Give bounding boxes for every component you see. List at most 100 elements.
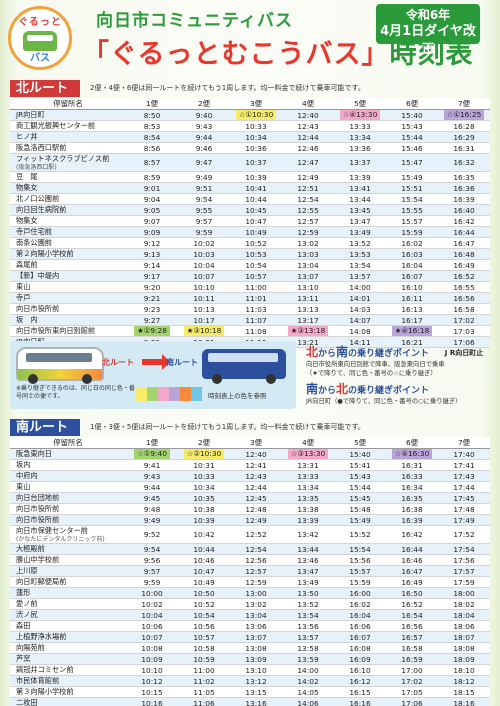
header: ぐるっと バス 向日市コミュニティバス 「ぐるっとむこうバス」時刻表 令和6年 … (0, 0, 500, 78)
departure-time: 9:44 (178, 131, 230, 143)
departure-time-text: 10:52 (193, 599, 215, 609)
departure-time-text: 16:50 (401, 588, 423, 598)
departure-time-text: 10:11 (193, 293, 215, 303)
departure-time-text: 13:38 (297, 504, 319, 514)
north-route-header: 北ルート 2便・4便・6便は同一ルートを続けてもう1周します。均一料金で続けて乗… (10, 80, 490, 97)
departure-time-text: 16:12 (349, 676, 371, 686)
departure-time-text: 13:47 (349, 216, 371, 226)
transfer-section: 北ルート 南ルート ※乗り継ぎできるのは、同じ日の同じ色・番号同士の便です。 時… (10, 339, 490, 411)
stop-name-text: 向日市役所東向日別館前 (16, 326, 96, 335)
departure-time: 10:11 (178, 292, 230, 304)
departure-time: 10:49 (230, 226, 282, 238)
departure-time: 9:14 (126, 259, 178, 271)
departure-time-text: 10:36 (245, 143, 267, 153)
departure-time: 16:15 (334, 686, 386, 698)
departure-time-text: 16:52 (401, 599, 423, 609)
departure-time: 12:57 (230, 565, 282, 577)
color-legend (136, 387, 202, 401)
departure-time-text: 14:03 (349, 304, 371, 314)
departure-time: 12:52 (230, 525, 282, 544)
departure-time: 18:02 (438, 598, 490, 610)
departure-time: 17:49 (438, 514, 490, 526)
departure-time-text: 12:49 (297, 172, 319, 182)
departure-time: 8:57 (126, 153, 178, 172)
departure-time-text: 10:56 (193, 621, 215, 631)
stop-name: 坂 内 (10, 314, 126, 326)
departure-time-text: 9:21 (143, 293, 161, 303)
departure-time: 16:32 (438, 153, 490, 172)
departure-time: 13:47 (334, 215, 386, 227)
departure-time-text: 15:54 (401, 194, 423, 204)
south-route-label: 南ルート (166, 358, 198, 367)
departure-time-text: 16:29 (453, 132, 475, 142)
departure-time: 13:59 (282, 653, 334, 665)
departure-time-text: ☆①16:25 (443, 110, 485, 120)
table-row: 蓮形 10:00 10:50 13:00 13:50 16:00 16:50 18:00 (10, 587, 490, 599)
departure-time: 9:05 (126, 204, 178, 216)
stop-name-text: 上植野浄水場前 (16, 632, 67, 641)
departure-time: 10:16 (126, 697, 178, 706)
stop-name-text: 坂 内 (16, 315, 38, 324)
departure-time-text: 15:54 (349, 544, 371, 554)
departure-time: ☆①16:25 (438, 109, 490, 121)
table-row: 第２向陽小学校前 9:13 10:03 10:53 13:03 13:53 16:03 16:… (10, 248, 490, 260)
stop-name-header: 停留所名 (10, 98, 126, 110)
departure-time-text: 9:41 (143, 460, 161, 470)
departure-time-text: 12:54 (245, 544, 267, 554)
p2-note: JR向日町（●で降りて、同じ色・番号の○に乗り継ぎ） (306, 398, 462, 405)
stop-name: 物集女 (10, 215, 126, 227)
departure-time-text: 9:01 (143, 183, 161, 193)
departure-time-text: 18:08 (453, 643, 475, 653)
transfer-note: ※乗り継ぎできるのは、同じ日の同じ色・番号同士の便です。 (16, 385, 135, 400)
departure-time-text: 12:40 (245, 449, 267, 459)
departure-time-text: 13:04 (297, 260, 319, 270)
departure-time-text: 16:16 (349, 698, 371, 706)
departure-time-text: 9:45 (143, 493, 161, 503)
departure-time-text: 10:33 (245, 121, 267, 131)
departure-time: 18:07 (438, 631, 490, 643)
departure-time-text: ☆①10:30 (235, 110, 277, 120)
departure-time-text: 18:09 (453, 654, 475, 664)
departure-time: 13:33 (282, 470, 334, 482)
departure-time-text: 10:07 (193, 271, 215, 281)
departure-time: 15:57 (334, 565, 386, 577)
departure-time-text: 13:09 (245, 654, 267, 664)
table-row: 寺戸住宅前 9:09 9:59 10:49 12:59 13:49 15:59 16:44 (10, 226, 490, 238)
departure-time: 13:00 (230, 587, 282, 599)
departure-time-text: 16:10 (349, 665, 371, 675)
departure-time-text: 13:36 (349, 143, 371, 153)
departure-time-text: 13:12 (245, 676, 267, 686)
stop-name-text: 豆 尾 (16, 172, 38, 181)
departure-time: 8:59 (126, 171, 178, 183)
departure-time-text: 13:54 (349, 260, 371, 270)
departure-time-text: 8:50 (143, 110, 161, 120)
departure-time: 10:02 (178, 237, 230, 249)
departure-time: 13:11 (282, 292, 334, 304)
south-to-north-point: 南から北の乗り継ぎポイント (306, 380, 429, 397)
departure-time-text: 10:10 (141, 665, 163, 675)
departure-time-text: 15:48 (349, 504, 371, 514)
departure-time: 15:41 (334, 459, 386, 471)
departure-time-text: 13:04 (245, 610, 267, 620)
departure-time-text: 16:59 (401, 654, 423, 664)
departure-time: 16:13 (386, 303, 438, 315)
departure-time: 9:09 (126, 226, 178, 238)
departure-time: 15:49 (386, 171, 438, 183)
departure-time: 9:49 (178, 171, 230, 183)
departure-time-text: 11:00 (193, 665, 215, 675)
departure-time-text: 10:57 (245, 271, 267, 281)
departure-time-text: 12:43 (245, 471, 267, 481)
south-header-row: 停留所名 1便 2便 3便 4便 5便 6便 7便 (10, 437, 490, 449)
north-bus-icon (16, 347, 104, 384)
stop-name-text: 向日町郵便局前 (16, 577, 67, 586)
stop-name-text: 商工観光振興センター前 (16, 121, 96, 130)
departure-time-text: 16:21 (401, 337, 423, 347)
departure-time: 18:04 (438, 609, 490, 621)
departure-time-text: 16:49 (453, 260, 475, 270)
stop-name-text: JR向日町 (16, 110, 45, 119)
departure-time: 12:59 (282, 226, 334, 238)
departure-time-text: 17:43 (453, 471, 475, 481)
departure-time: 16:52 (386, 598, 438, 610)
departure-time: 13:02 (282, 237, 334, 249)
